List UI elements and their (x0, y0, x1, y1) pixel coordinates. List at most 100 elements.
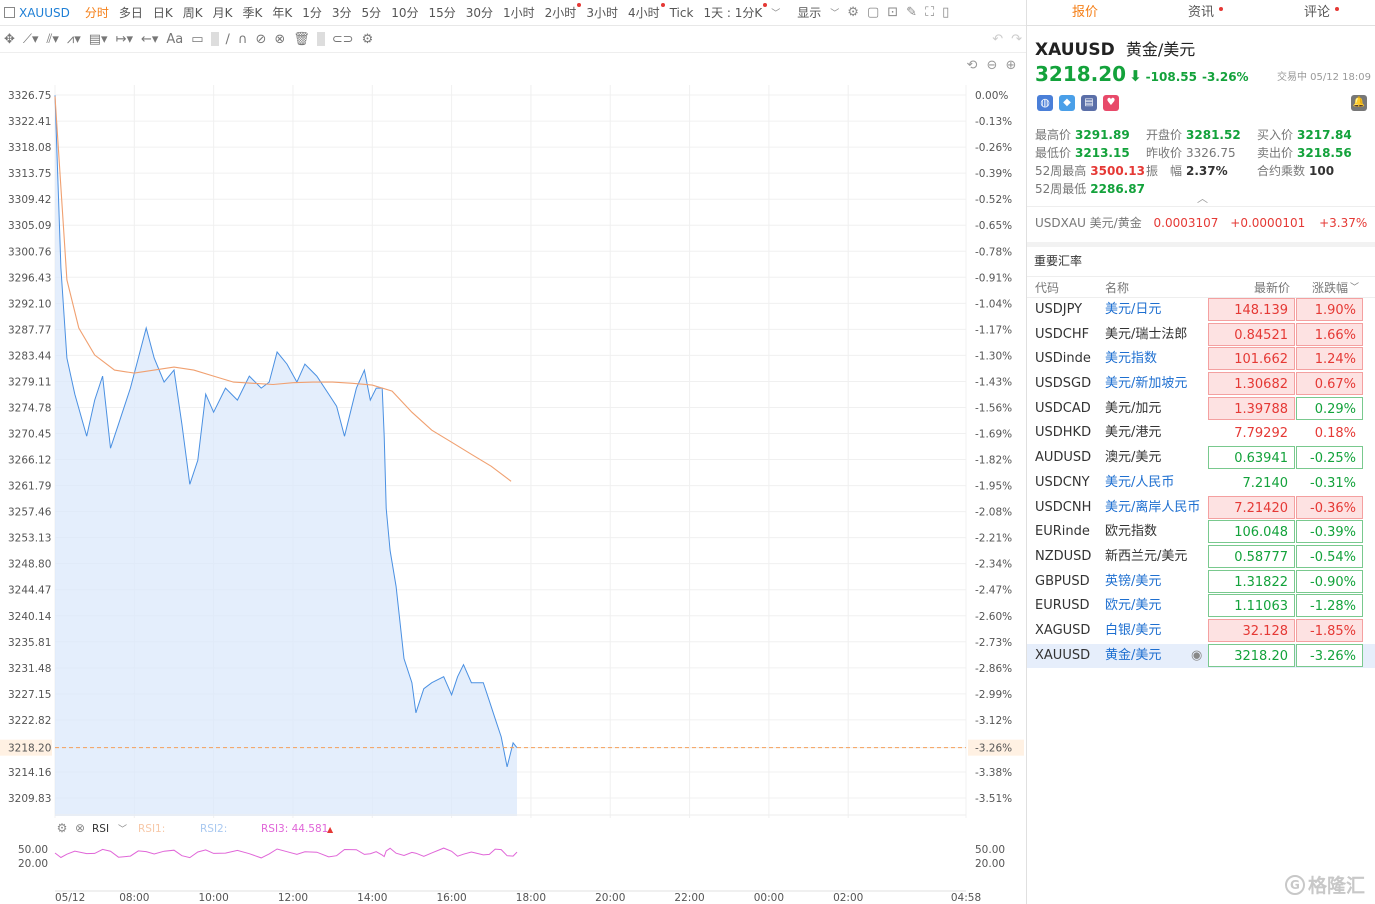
timeframe-8[interactable]: 3分 (331, 5, 352, 20)
fx-name[interactable]: 欧元指数 (1105, 524, 1158, 540)
header-pct[interactable]: 涨跌幅 (1311, 281, 1348, 295)
tag-icon[interactable]: ◆ (1059, 95, 1075, 111)
fx-row[interactable]: XAUUSD 黄金/美元 3218.20 -3.26% ◉ (1027, 643, 1375, 669)
reset-icon[interactable]: ⟲ (967, 58, 978, 73)
fx-row[interactable]: USDHKD 美元/港元 7.79292 0.18% (1027, 421, 1375, 446)
fx-name[interactable]: 欧元/美元 (1105, 598, 1162, 614)
timeframe-10[interactable]: 10分 (391, 5, 419, 20)
settings-icon[interactable]: ⚙ (847, 5, 859, 20)
chevron-down-icon[interactable]: ﹀ (830, 9, 840, 19)
fx-name[interactable]: 英镑/美元 (1105, 573, 1162, 589)
fx-name[interactable]: 美元/日元 (1105, 302, 1162, 317)
sort-chevron-icon[interactable]: ﹀ (1350, 283, 1360, 293)
fx-name[interactable]: 白银/美元 (1105, 622, 1162, 638)
heart-icon[interactable]: ♥ (1103, 95, 1119, 111)
note-icon[interactable]: ▤ (1081, 95, 1097, 111)
bell-icon[interactable]: 🔔 (1351, 95, 1367, 111)
timeframe-14[interactable]: 2小时 (540, 0, 582, 25)
eye-icon[interactable]: ◉ (1191, 647, 1203, 663)
fx-row[interactable]: USDCNY 美元/人民币 7.2140 -0.31% (1027, 470, 1375, 496)
comment-tool-icon[interactable]: ▭ (191, 31, 204, 47)
header-price[interactable]: 最新价 (1253, 281, 1290, 295)
fx-row[interactable]: USDJPY 美元/日元 148.139 1.90% (1027, 298, 1375, 323)
text-tool-icon[interactable]: Aa (166, 31, 184, 47)
symbol-label[interactable]: XAUUSD (19, 5, 70, 20)
tab-2[interactable]: 评论 (1259, 0, 1375, 25)
fx-name[interactable]: 黄金/美元 (1105, 647, 1162, 663)
timeframe-5[interactable]: 季K (242, 5, 263, 20)
fx-name[interactable]: 美元/离岸人民币 (1105, 499, 1201, 515)
fx-row[interactable]: NZDUSD 新西兰元/美元 0.58777 -0.54% (1027, 544, 1375, 570)
fx-row[interactable]: USDCHF 美元/瑞士法郎 0.84521 1.66% (1027, 322, 1375, 348)
magnet-icon[interactable]: ∩ (237, 31, 248, 47)
timeframe-9[interactable]: 5分 (361, 5, 382, 20)
fx-name[interactable]: 美元/港元 (1105, 425, 1162, 441)
timeframe-0[interactable]: 分时 (84, 5, 109, 20)
lock-drawings-icon[interactable]: ⊗ (274, 31, 286, 47)
chevron-down-icon[interactable]: ﹀ (771, 9, 781, 19)
timeframe-6[interactable]: 年K (272, 5, 293, 20)
timeframe-4[interactable]: 月K (212, 5, 233, 20)
fib-tool-icon[interactable]: ▤▾ (88, 31, 108, 47)
timeframe-18[interactable]: 1天 : 1分K (698, 0, 768, 25)
timeframe-11[interactable]: 15分 (428, 5, 456, 20)
fx-row[interactable]: GBPUSD 英镑/美元 1.31822 -0.90% (1027, 569, 1375, 595)
tab-0[interactable]: 报价 (1071, 5, 1098, 20)
rsi-settings-icon[interactable]: ⚙ (57, 821, 68, 835)
fx-row[interactable]: AUDUSD 澳元/美元 0.63941 -0.25% (1027, 446, 1375, 471)
redo-icon[interactable]: ↷ (1011, 31, 1022, 47)
arrow-tool-icon[interactable]: ←▾ (140, 31, 159, 47)
fx-name[interactable]: 美元/加元 (1105, 400, 1162, 416)
settings-icon[interactable]: ⚙ (361, 31, 374, 47)
fx-name[interactable]: 美元指数 (1105, 351, 1158, 367)
timeframe-2[interactable]: 日K (152, 5, 173, 20)
fx-row[interactable]: USDinde 美元指数 101.662 1.24% (1027, 347, 1375, 372)
timeframe-16[interactable]: 4小时 (623, 0, 665, 25)
fx-name[interactable]: 新西兰元/美元 (1105, 548, 1188, 564)
zoom-out-icon[interactable]: ⊖ (987, 58, 998, 73)
fx-row[interactable]: EURUSD 欧元/美元 1.11063 -1.28% (1027, 594, 1375, 619)
camera-icon[interactable]: ⊡ (887, 5, 899, 20)
tab-1[interactable]: 资讯 (1143, 0, 1259, 25)
rsi-close-icon[interactable]: ⊗ (75, 821, 85, 835)
zigzag-tool-icon[interactable]: ⩘▾ (66, 31, 81, 47)
fx-row[interactable]: EURinde 欧元指数 106.048 -0.39% (1027, 520, 1375, 545)
channel-tool-icon[interactable]: ⫽▾ (46, 31, 59, 47)
pen-icon[interactable]: ✎ (906, 5, 918, 20)
checkbox-icon[interactable] (4, 7, 15, 18)
price-chart[interactable]: ⟲ ⊖ ⊕ 3326.75 3322.41 3318.08 3313.75 3309.42 33… (0, 53, 1026, 904)
panel-toggle-icon[interactable]: ▯ (942, 5, 950, 20)
collapse-chevron-icon[interactable]: ︿ (1197, 192, 1208, 205)
header-name[interactable]: 名称 (1105, 281, 1130, 295)
range-tool-icon[interactable]: ↦▾ (115, 31, 133, 47)
fx-row[interactable]: USDCAD 美元/加元 1.39788 0.29% (1027, 396, 1375, 422)
price-line[interactable] (54, 95, 518, 768)
fx-row[interactable]: USDSGD 美元/新加坡元 1.30682 0.67% (1027, 372, 1375, 397)
display-menu[interactable]: 显示 (797, 5, 822, 20)
color-square-icon[interactable]: ▢ (866, 5, 880, 20)
timeframe-13[interactable]: 1小时 (503, 5, 535, 20)
move-icon[interactable]: ✥ (4, 31, 15, 47)
timeframe-15[interactable]: 3小时 (586, 5, 618, 20)
link-icon[interactable]: ⊂⊃ (331, 31, 354, 47)
zoom-in-icon[interactable]: ⊕ (1006, 58, 1017, 73)
undo-icon[interactable]: ↶ (992, 31, 1004, 47)
fx-name[interactable]: 美元/瑞士法郎 (1105, 326, 1188, 342)
fx-row[interactable]: USDCNH 美元/离岸人民币 7.21420 -0.36% (1027, 495, 1375, 521)
timeframe-12[interactable]: 30分 (465, 5, 494, 20)
globe-icon[interactable]: ◍ (1037, 95, 1053, 111)
chevron-down-icon[interactable]: ﹀ (118, 824, 127, 835)
fx-name[interactable]: 美元/新加坡元 (1105, 376, 1188, 392)
fx-name[interactable]: 美元/人民币 (1105, 474, 1175, 490)
fullscreen-icon[interactable]: ⛶ (925, 5, 935, 20)
hide-drawings-icon[interactable]: ⊘ (255, 31, 267, 47)
timeframe-17[interactable]: Tick (669, 5, 694, 20)
trash-icon[interactable]: 🗑 (293, 31, 310, 47)
fx-row[interactable]: XAGUSD 白银/美元 32.128 -1.85% (1027, 618, 1375, 644)
fx-name[interactable]: 澳元/美元 (1105, 450, 1162, 466)
line-tool-icon[interactable]: ⟋▾ (22, 31, 39, 47)
pencil-icon[interactable]: ∕ (225, 31, 230, 47)
timeframe-7[interactable]: 1分 (302, 5, 322, 20)
timeframe-1[interactable]: 多日 (118, 5, 143, 20)
timeframe-3[interactable]: 周K (182, 5, 203, 20)
